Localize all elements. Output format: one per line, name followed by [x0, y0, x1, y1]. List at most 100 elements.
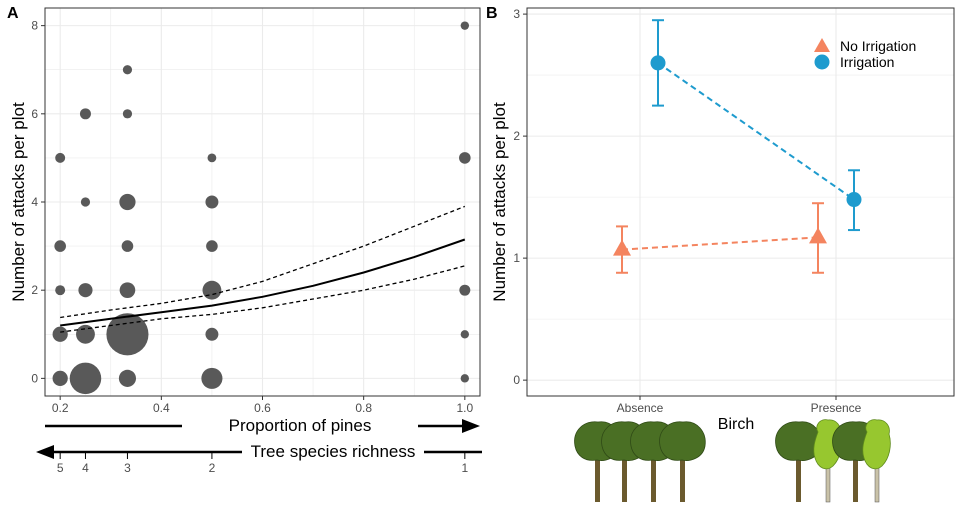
data-point: [846, 192, 862, 208]
data-point: [76, 324, 95, 344]
richness-tick-label: 5: [57, 461, 64, 475]
series-line: [621, 236, 819, 251]
panel-a-fit: [60, 205, 466, 333]
data-point: [613, 239, 631, 256]
data-point: [119, 282, 136, 299]
y-tick-label: 6: [31, 107, 38, 121]
pines-label-bg: [182, 414, 418, 436]
richness-arrow-head: [36, 445, 54, 459]
data-point: [459, 152, 471, 164]
richness-tick-label: 2: [209, 461, 216, 475]
y-tick-label: 2: [31, 283, 38, 297]
panel-b-grid: [527, 8, 954, 396]
legend-irrigation-label: Irrigation: [840, 54, 894, 70]
tree-trunk: [796, 440, 801, 502]
tree-trunk: [853, 440, 858, 502]
fit-line: [60, 238, 466, 327]
data-point: [52, 370, 68, 386]
x-tick-label: Presence: [811, 401, 862, 415]
panel-a-y-title: Number of attacks per plot: [9, 102, 28, 302]
birch-crown: [862, 419, 891, 470]
x-tick-label: 0.4: [153, 401, 170, 415]
data-point: [205, 327, 219, 341]
data-point: [118, 369, 137, 387]
tree-trunk: [622, 440, 627, 502]
data-point: [54, 240, 66, 252]
data-point: [207, 153, 217, 163]
y-tick-label: 2: [513, 129, 520, 143]
data-point: [460, 374, 470, 383]
x-tick-label: 0.8: [355, 401, 372, 415]
data-point: [460, 330, 470, 339]
data-point: [202, 280, 222, 300]
tree-crown: [659, 421, 706, 461]
richness-label-bg: [242, 440, 424, 462]
richness-tick-label: 1: [461, 461, 468, 475]
data-point: [809, 227, 827, 244]
data-point: [201, 367, 223, 389]
y-tick-label: 8: [31, 19, 38, 33]
panel-a-bubbles: [52, 21, 471, 395]
panel-b-y-ticks: 0 1 2 3: [513, 7, 527, 387]
birch-tree-2: [862, 419, 891, 503]
tree-trunk: [680, 440, 685, 502]
richness-ticks: 5 4 3 2 1: [57, 452, 468, 475]
tree-trunk: [651, 440, 656, 502]
data-point: [78, 283, 93, 298]
data-point: [69, 362, 102, 395]
panel-a: A 0 2 4 6 8 0.2 0.4 0.6 0.8 1.0 Number of attack…: [7, 5, 482, 475]
panel-a-x-ticks: 0.2 0.4 0.6 0.8 1.0: [52, 396, 473, 415]
y-tick-label: 4: [31, 195, 38, 209]
x-tick-label: 0.2: [52, 401, 69, 415]
data-point: [52, 326, 68, 342]
pines-arrow-axis: Proportion of pines: [45, 414, 480, 436]
panel-b-letter: B: [486, 5, 498, 22]
panel-b: B 0 1 2 3 Absence Presence Number of attacks…: [486, 5, 955, 503]
data-point: [55, 152, 66, 163]
data-point: [106, 313, 149, 356]
data-point: [206, 240, 218, 252]
panel-b-border: [526, 7, 955, 397]
panel-b-series: [613, 19, 862, 274]
x-tick-label: 1.0: [456, 401, 473, 415]
panel-b-x-title: Birch: [718, 416, 754, 433]
panel-b-plot-area: [526, 7, 955, 397]
presence-trees-illustration: [775, 419, 891, 503]
data-point: [80, 197, 91, 207]
y-tick-label: 0: [31, 371, 38, 385]
data-point: [79, 108, 91, 120]
tree-trunk: [595, 440, 600, 502]
x-tick-label: 0.6: [254, 401, 271, 415]
fit-upper-ci: [60, 205, 466, 319]
pines-arrow-label: Proportion of pines: [229, 416, 372, 435]
y-tick-label: 1: [513, 251, 520, 265]
data-point: [121, 240, 134, 252]
data-point: [650, 55, 666, 71]
richness-tick-label: 4: [82, 461, 89, 475]
data-point: [122, 65, 133, 75]
panel-b-x-ticks: Absence Presence: [617, 396, 862, 415]
panel-a-y-ticks: 0 2 4 6 8: [31, 19, 45, 385]
panel-b-y-title: Number of attacks per plot: [490, 102, 509, 302]
data-point: [55, 285, 66, 296]
data-point: [119, 193, 136, 211]
y-tick-label: 3: [513, 7, 520, 21]
richness-arrow-label: Tree species richness: [251, 442, 416, 461]
panel-a-letter: A: [7, 5, 19, 22]
dark-tree-5: [775, 421, 822, 502]
fit-lower-ci: [60, 265, 465, 333]
panel-b-legend: No Irrigation Irrigation: [814, 38, 916, 70]
y-tick-label: 0: [513, 373, 520, 387]
data-point: [205, 195, 219, 209]
x-tick-label: Absence: [617, 401, 664, 415]
data-point: [460, 21, 470, 30]
dark-tree-4: [659, 421, 706, 502]
data-point: [459, 284, 471, 296]
legend-no-irrigation-label: No Irrigation: [840, 38, 916, 54]
pines-arrow-head: [462, 419, 480, 433]
absence-trees-illustration: [574, 421, 706, 502]
legend-irrigation-marker: [814, 54, 830, 70]
data-point: [122, 109, 133, 119]
